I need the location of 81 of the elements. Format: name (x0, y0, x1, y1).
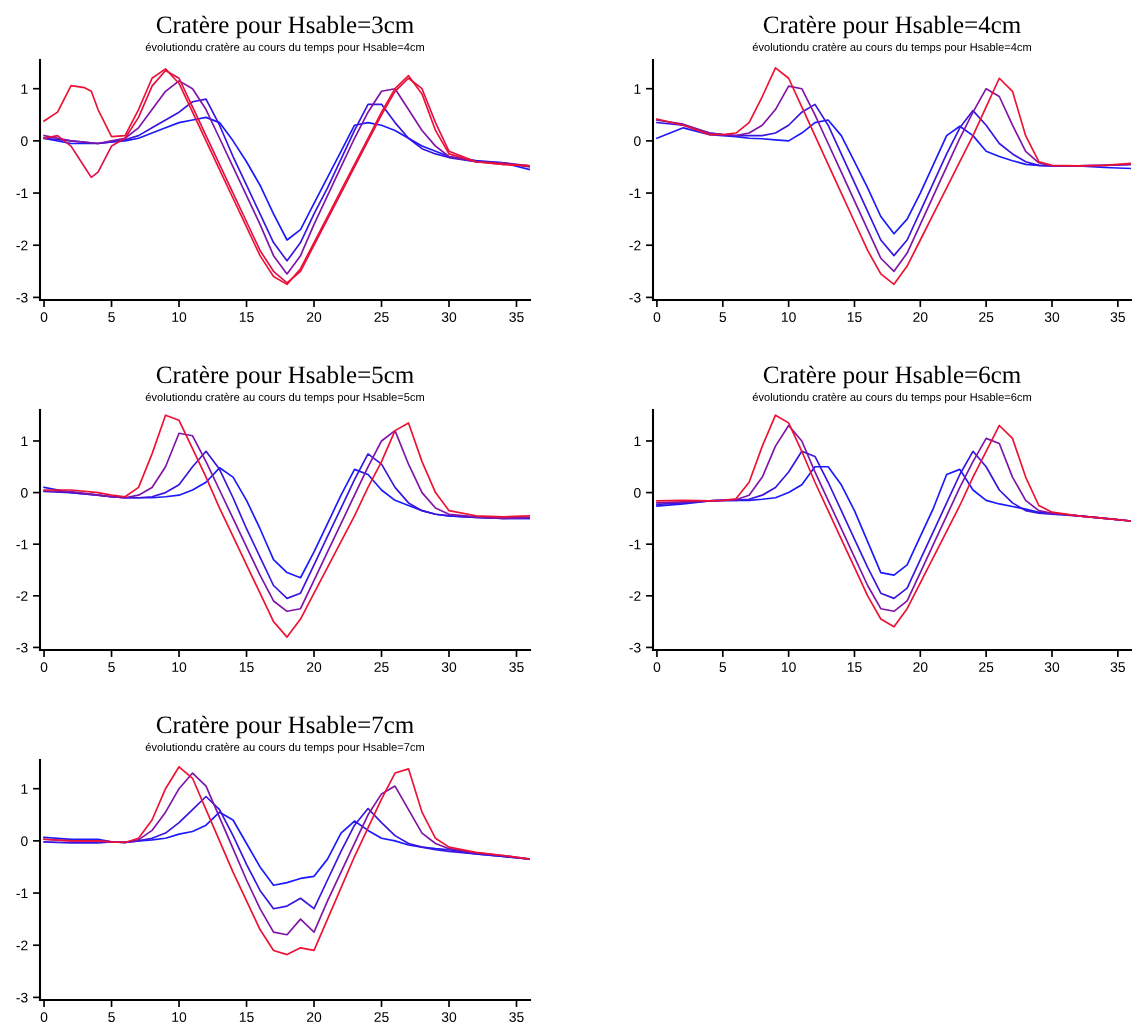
x-tick-label: 0 (40, 662, 48, 673)
x-tick-label: 30 (1044, 312, 1060, 323)
y-tick-label: 1 (634, 84, 641, 94)
x-tick-label: 20 (307, 312, 322, 323)
line-series (43, 116, 530, 241)
y-tick-label: 0 (21, 836, 28, 847)
x-tick-label: 5 (719, 312, 727, 323)
x-tick-label: 10 (172, 662, 187, 673)
y-tick-label: 0 (21, 136, 28, 147)
y-tick-label: -2 (16, 240, 28, 251)
x-tick-label: 30 (441, 662, 457, 673)
chart-title: Cratère pour Hsable=4cm (763, 15, 1021, 39)
y-tick-label: -1 (629, 539, 641, 550)
x-tick-label: 35 (509, 662, 524, 673)
x-tick-label: 5 (719, 662, 727, 673)
x-tick-label: 25 (979, 662, 994, 673)
x-tick-label: 20 (913, 662, 928, 673)
line-series (43, 795, 530, 910)
x-tick-label: 25 (374, 662, 389, 673)
x-tick-label: 10 (781, 662, 796, 673)
y-tick-label: 0 (21, 487, 28, 498)
x-tick-label: 5 (108, 1012, 115, 1023)
x-tick-label: 0 (40, 1012, 48, 1023)
x-tick-label: 35 (509, 1012, 524, 1023)
x-tick-label: 0 (653, 312, 661, 323)
x-tick-label: 0 (40, 312, 48, 323)
y-tick-label: -3 (16, 292, 28, 303)
y-tick-label: -2 (16, 591, 28, 601)
x-tick-label: 5 (108, 312, 115, 323)
line-series (656, 119, 1131, 235)
x-tick-label: 35 (509, 312, 524, 323)
x-tick-label: 10 (172, 312, 187, 323)
x-tick-label: 15 (847, 312, 862, 323)
y-tick-label: -2 (16, 940, 28, 951)
chart-subtitle: évolutiondu cratère au cours du temps pour Hsable=6cm (752, 392, 1032, 404)
x-tick-label: 25 (374, 1012, 389, 1023)
x-tick-label: 30 (441, 312, 457, 323)
chart-title: Cratère pour Hsable=6cm (763, 365, 1021, 389)
x-tick-label: 30 (441, 1012, 457, 1023)
chart-subtitle: évolutiondu cratère au cours du temps pour Hsable=7cm (145, 742, 425, 754)
x-tick-label: 0 (653, 662, 661, 673)
chart-title: Cratère pour Hsable=5cm (156, 365, 414, 389)
chart-subtitle: évolutiondu cratère au cours du temps pour Hsable=4cm (145, 42, 425, 54)
x-tick-label: 15 (239, 662, 254, 673)
x-tick-label: 25 (979, 312, 994, 323)
x-tick-label: 10 (172, 1012, 187, 1023)
y-tick-label: -3 (16, 992, 28, 1003)
y-tick-label: -1 (16, 888, 28, 899)
y-tick-label: -3 (629, 292, 641, 303)
x-tick-label: 15 (847, 662, 862, 673)
y-tick-label: 1 (21, 436, 28, 446)
line-series (43, 414, 530, 638)
y-tick-label: -1 (16, 188, 28, 199)
x-tick-label: 35 (1110, 662, 1125, 673)
y-tick-label: 1 (634, 436, 641, 446)
x-tick-label: 25 (374, 312, 389, 323)
line-series (43, 429, 530, 613)
y-tick-label: -2 (629, 591, 641, 601)
y-tick-label: 0 (634, 487, 641, 498)
chart-subtitle: évolutiondu cratère au cours du temps pour Hsable=5cm (145, 392, 425, 404)
x-tick-label: 30 (1044, 662, 1060, 673)
y-tick-label: 1 (21, 784, 28, 794)
chart-subtitle: évolutiondu cratère au cours du temps pour Hsable=4cm (752, 42, 1032, 54)
x-tick-label: 35 (1110, 312, 1125, 323)
y-tick-label: -2 (629, 240, 641, 251)
y-tick-label: -3 (629, 642, 641, 653)
y-tick-label: -1 (16, 539, 28, 550)
x-tick-label: 20 (307, 662, 322, 673)
x-tick-label: 5 (108, 662, 115, 673)
line-series (43, 98, 530, 262)
x-tick-label: 20 (307, 1012, 322, 1023)
x-tick-label: 15 (239, 1012, 254, 1023)
y-tick-label: -1 (629, 188, 641, 199)
y-tick-label: 1 (21, 84, 28, 94)
chart-title: Cratère pour Hsable=3cm (156, 15, 414, 39)
chart-title: Cratère pour Hsable=7cm (156, 715, 414, 739)
x-tick-label: 20 (913, 312, 928, 323)
x-tick-label: 10 (781, 312, 796, 323)
x-tick-label: 15 (239, 312, 254, 323)
y-tick-label: 0 (634, 136, 641, 147)
y-tick-label: -3 (16, 642, 28, 653)
